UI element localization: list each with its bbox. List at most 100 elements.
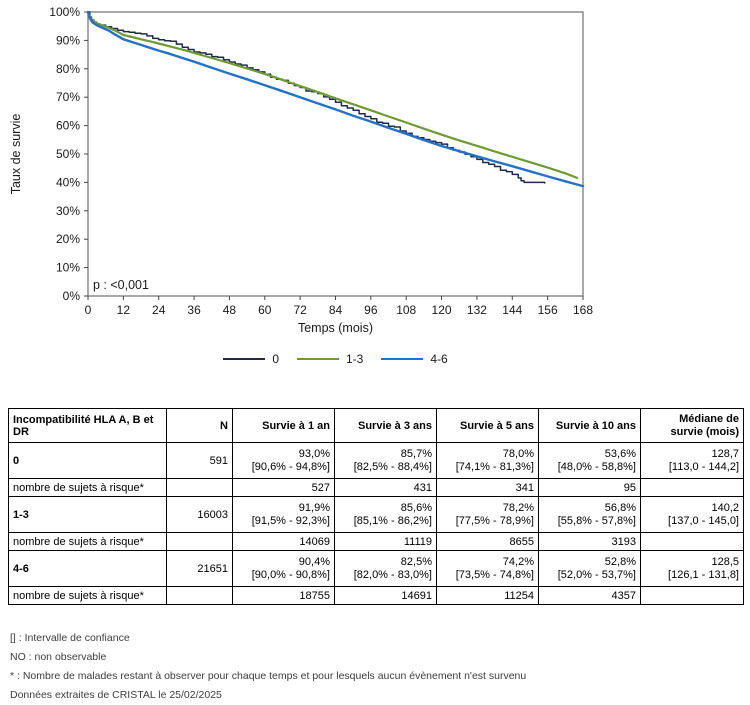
y-tick-label: 40% — [56, 175, 80, 189]
legend-line-swatch — [297, 357, 339, 361]
x-axis-title: Temps (mois) — [298, 321, 373, 335]
table-row-group-4-6: 4-6 21651 90,4% [90,0% - 90,8%] 82,5% [82,0% … — [8, 550, 744, 587]
x-tick-label: 72 — [293, 303, 307, 317]
x-tick-label: 132 — [467, 303, 487, 317]
legend-line-swatch — [381, 357, 424, 361]
risk-count — [640, 586, 744, 605]
confidence-interval: [82,5% - 88,4%] — [353, 460, 432, 473]
group-n: 16003 — [166, 496, 233, 533]
survival-cell: 85,6% [85,1% - 86,2%] — [334, 496, 437, 533]
survival-value: 91,9% — [298, 501, 330, 514]
survival-value: 90,4% — [298, 555, 330, 568]
footnote-non-observable: NO : non observable — [10, 651, 107, 663]
header-survie-1an: Survie à 1 an — [232, 408, 335, 443]
series-line-1-3 — [86, 10, 579, 179]
table-header-row: Incompatibilité HLA A, B et DR N Survie … — [8, 408, 744, 443]
survival-cell: 52,8% [52,0% - 53,7%] — [538, 550, 641, 587]
x-tick-label: 156 — [538, 303, 558, 317]
header-survie-5ans: Survie à 5 ans — [436, 408, 539, 443]
survival-cell: 128,7 [113,0 - 144,2] — [640, 442, 744, 479]
risk-count — [640, 532, 744, 551]
confidence-interval: [90,6% - 94,8%] — [251, 460, 330, 473]
footnote-intervalle-confiance: [] : Intervalle de confiance — [10, 632, 130, 644]
risk-count: 527 — [232, 478, 335, 497]
risk-count: 18755 — [232, 586, 335, 605]
footnote-sujets-risque: * : Nombre de malades restant à observer… — [10, 670, 527, 682]
risk-label: nombre de sujets à risque* — [8, 478, 167, 497]
confidence-interval: [73,5% - 74,8%] — [455, 568, 534, 581]
risk-count: 341 — [436, 478, 539, 497]
empty-cell — [166, 478, 233, 497]
confidence-interval: [113,0 - 144,2] — [668, 460, 739, 473]
risk-count — [640, 478, 744, 497]
x-tick-label: 36 — [187, 303, 201, 317]
confidence-interval: [55,8% - 57,8%] — [557, 514, 636, 527]
group-label: 0 — [8, 442, 167, 479]
y-tick-label: 60% — [56, 119, 80, 133]
survival-cell: 78,2% [77,5% - 78,9%] — [436, 496, 539, 533]
survival-value: 52,8% — [604, 555, 636, 568]
y-axis-title: Taux de survie — [9, 114, 23, 195]
p-value-annotation: p : <0,001 — [93, 278, 149, 292]
confidence-interval: [52,0% - 53,7%] — [557, 568, 636, 581]
confidence-interval: [48,0% - 58,8%] — [557, 460, 636, 473]
confidence-interval: [90,0% - 90,8%] — [251, 568, 330, 581]
legend-item-1-3: 1-3 — [297, 352, 363, 366]
table-row-group-1-3: 1-3 16003 91,9% [91,5% - 92,3%] 85,6% [85,1% … — [8, 496, 744, 533]
group-n: 591 — [166, 442, 233, 479]
survival-cell: 56,8% [55,8% - 57,8%] — [538, 496, 641, 533]
plot-frame — [87, 11, 584, 297]
confidence-interval: [85,1% - 86,2%] — [353, 514, 432, 527]
group-label: 1-3 — [8, 496, 167, 533]
empty-cell — [166, 586, 233, 605]
x-tick-label: 96 — [364, 303, 378, 317]
footnotes: [] : Intervalle de confiance NO : non ob… — [10, 629, 526, 705]
x-tick-label: 120 — [432, 303, 452, 317]
x-tick-label: 60 — [258, 303, 272, 317]
risk-label: nombre de sujets à risque* — [8, 532, 167, 551]
survival-value: 140,2 — [711, 501, 739, 514]
x-tick-label: 12 — [117, 303, 131, 317]
header-incompatibilite: Incompatibilité HLA A, B et DR — [8, 408, 167, 443]
header-survie-3ans: Survie à 3 ans — [334, 408, 437, 443]
survival-value: 128,5 — [711, 555, 739, 568]
legend-line-swatch — [223, 357, 266, 361]
legend-item-4-6: 4-6 — [381, 352, 448, 366]
footnote-source-cristal: Données extraites de CRISTAL le 25/02/20… — [10, 689, 222, 701]
table-row-group-0: 0 591 93,0% [90,6% - 94,8%] 85,7% [82,5% - 88… — [8, 442, 744, 479]
survival-cell: 85,7% [82,5% - 88,4%] — [334, 442, 437, 479]
x-tick-label: 48 — [223, 303, 237, 317]
confidence-interval: [74,1% - 81,3%] — [455, 460, 534, 473]
survival-cell: 91,9% [91,5% - 92,3%] — [232, 496, 335, 533]
risk-label: nombre de sujets à risque* — [8, 586, 167, 605]
risk-count: 8655 — [436, 532, 539, 551]
survival-cell: 82,5% [82,0% - 83,0%] — [334, 550, 437, 587]
survival-value: 53,6% — [604, 447, 636, 460]
risk-count: 14069 — [232, 532, 335, 551]
survival-value: 128,7 — [711, 447, 739, 460]
risk-count: 431 — [334, 478, 437, 497]
survival-cell: 78,0% [74,1% - 81,3%] — [436, 442, 539, 479]
confidence-interval: [91,5% - 92,3%] — [251, 514, 330, 527]
survival-cell: 93,0% [90,6% - 94,8%] — [232, 442, 335, 479]
table-row-risk-4-6: nombre de sujets à risque* 18755 14691 1125… — [8, 586, 744, 605]
risk-count: 4357 — [538, 586, 641, 605]
risk-count: 14691 — [334, 586, 437, 605]
survival-value: 78,0% — [502, 447, 534, 460]
confidence-interval: [77,5% - 78,9%] — [455, 514, 534, 527]
x-tick-label: 0 — [85, 303, 92, 317]
survival-value: 85,6% — [400, 501, 432, 514]
y-tick-label: 100% — [49, 5, 80, 19]
risk-count: 11254 — [436, 586, 539, 605]
y-tick-label: 30% — [56, 204, 80, 218]
survival-cell: 90,4% [90,0% - 90,8%] — [232, 550, 335, 587]
survival-value: 56,8% — [604, 501, 636, 514]
confidence-interval: [126,1 - 131,8] — [668, 568, 739, 581]
survival-chart: 0% 10% 20% 30% 40% 50% 60% 70% 80% 90% 100% 0 12 24 36… — [9, 5, 593, 335]
confidence-interval: [137,0 - 145,0] — [668, 514, 739, 527]
series-line-0 — [87, 11, 546, 184]
survival-value: 93,0% — [298, 447, 330, 460]
y-tick-label: 50% — [56, 147, 80, 161]
survival-value: 74,2% — [502, 555, 534, 568]
survival-value: 78,2% — [502, 501, 534, 514]
